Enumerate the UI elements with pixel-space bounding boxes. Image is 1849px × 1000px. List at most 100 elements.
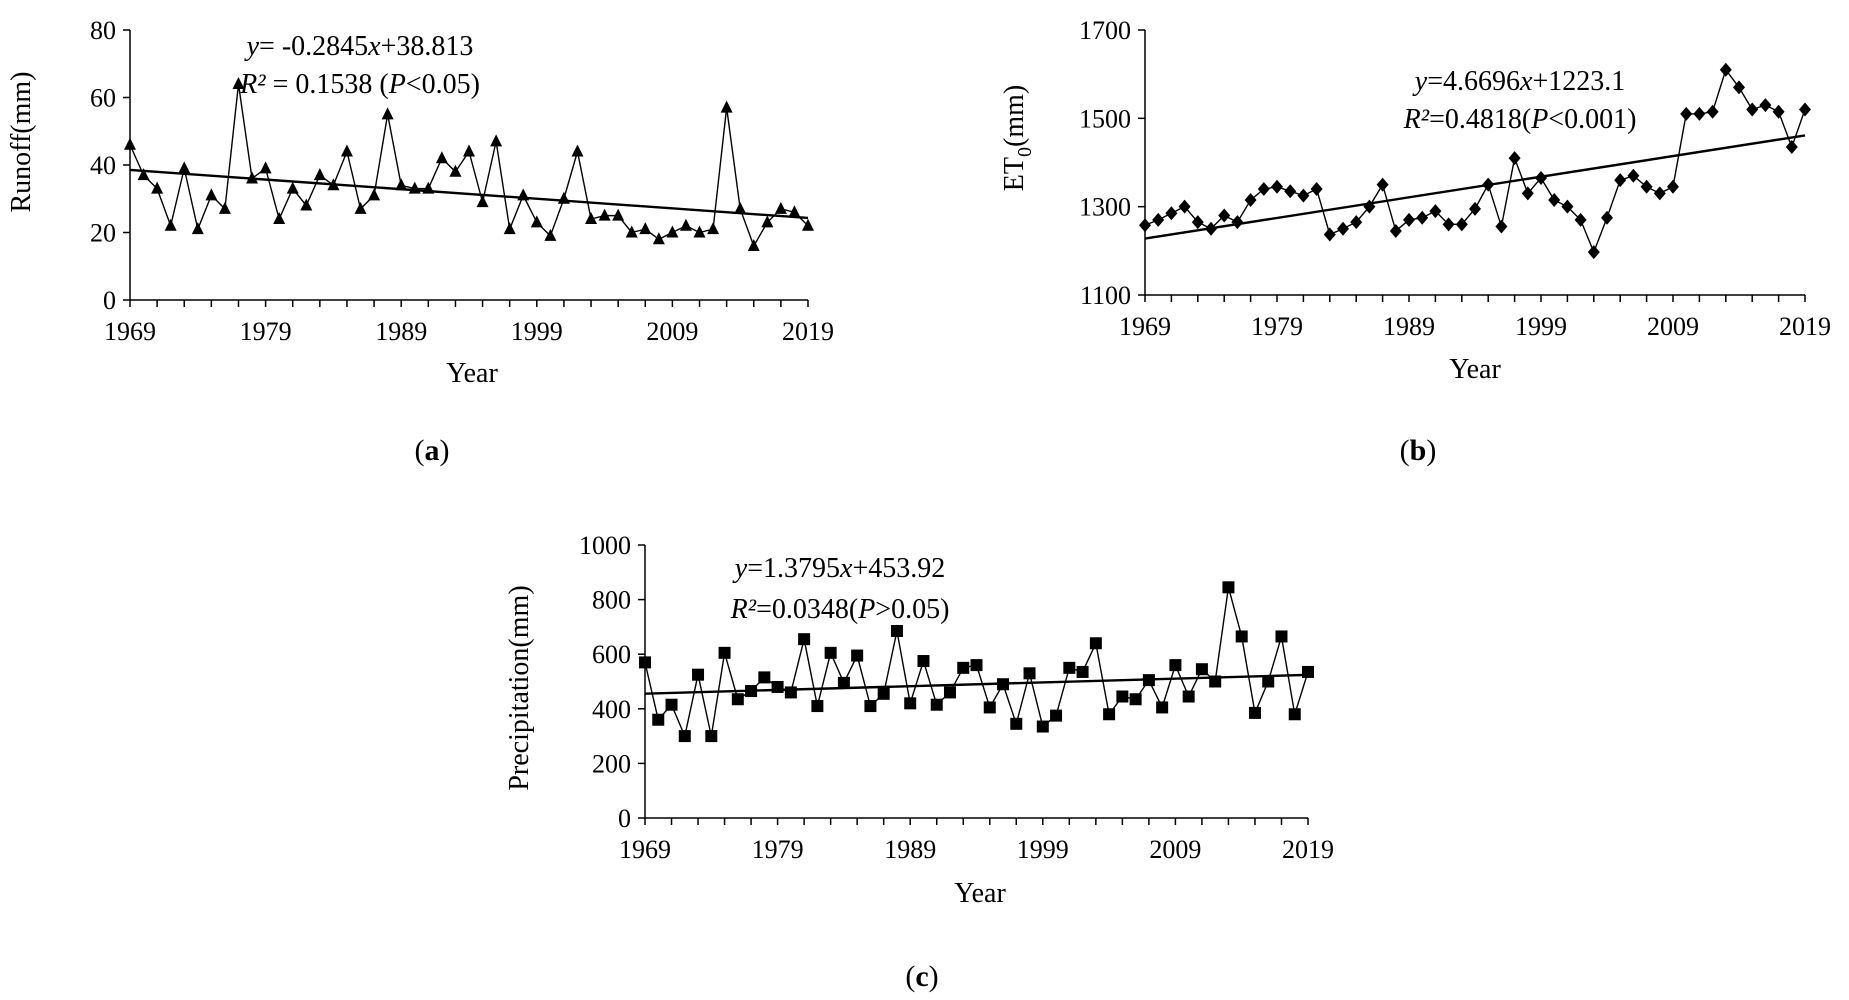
panel-b-data-point <box>1310 182 1323 196</box>
panel-b-data-point <box>1178 199 1191 214</box>
panel-a-data-point <box>747 239 760 251</box>
panel-c-ylabel: Precipitation(mm) <box>504 585 535 790</box>
panel-a-data-point <box>788 205 801 218</box>
panel-c-data-point <box>718 646 731 659</box>
panel-a-data-point <box>761 215 774 228</box>
panel-a-y-tick-label: 80 <box>90 16 116 45</box>
panel-a-y-tick-label: 40 <box>90 151 116 180</box>
panel-b-data-point <box>1416 210 1429 225</box>
panel-b-data-point <box>1139 218 1151 233</box>
panel-b-data-point <box>1574 212 1587 227</box>
panel-c-y-tick-label: 400 <box>592 695 631 724</box>
panel-b-data-point <box>1785 140 1798 155</box>
panel-b-plot: 1100 1300 1500 1700 1969 1979 1989 1999 2009 2019 <box>1079 16 1831 341</box>
panel-b-data-point <box>1469 201 1481 216</box>
panel-b-data-point <box>1297 188 1310 203</box>
panel-c-caption: (c) <box>905 960 938 993</box>
panel-b-data-point <box>1587 245 1600 260</box>
panel-b: ET0(mm) Year y=4.6696x+1223.1 R²=0.4818(… <box>999 16 1831 467</box>
panel-a-data-point <box>625 225 638 238</box>
panel-c-data-point <box>970 659 983 672</box>
panel-c-data-point <box>1169 659 1182 672</box>
panel-a-data-point <box>124 137 136 150</box>
panel-c-data-point <box>890 624 903 637</box>
panel-a-data-point <box>476 195 489 208</box>
panel-a-data-point <box>368 188 381 201</box>
panel-a-data-point <box>720 100 733 113</box>
panel-b-data-point <box>1706 104 1719 119</box>
panel-b-trend-line <box>1144 134 1806 240</box>
panel-b-data-point <box>1746 102 1759 117</box>
panel-a-data-point <box>178 161 191 174</box>
panel-b-x-tick-label: 2009 <box>1647 312 1699 341</box>
panel-b-data-point <box>1218 208 1231 223</box>
panel-c-data-point <box>1262 675 1275 688</box>
panel-a-x-tick-label: 1989 <box>375 317 427 346</box>
panel-a-x-tick-label: 2009 <box>646 317 698 346</box>
panel-c-data-point <box>1156 701 1169 714</box>
panel-a-y-tick-label: 60 <box>90 84 116 113</box>
panel-c-data-point <box>758 671 771 684</box>
panel-c-r2: R²=0.0348(P>0.05) <box>730 594 950 625</box>
panel-a-data-point <box>137 168 150 181</box>
panel-c-data-point <box>877 687 890 700</box>
panel-b-data-point <box>1350 215 1363 230</box>
panel-b-data-point <box>1376 177 1389 192</box>
panel-a-xlabel: Year <box>446 358 498 389</box>
panel-b-y-tick-label: 1500 <box>1079 104 1131 133</box>
panel-a-data-point <box>639 222 652 235</box>
panel-b-data-point <box>1403 212 1415 227</box>
panel-c-y-tick-label: 800 <box>592 586 631 615</box>
panel-b-x-tick-label: 1999 <box>1515 312 1567 341</box>
panel-c-data-point <box>1010 717 1023 730</box>
panel-b-data-point <box>1535 170 1547 185</box>
panel-b-data-point <box>1257 182 1270 196</box>
panel-a-data-point <box>530 215 543 228</box>
panel-b-data-point <box>1429 204 1442 219</box>
panel-a-data-point <box>666 225 679 238</box>
panel-c-data-point <box>784 686 797 699</box>
panel-c-x-tick-label: 1969 <box>619 835 671 864</box>
panel-b-data-point <box>1719 62 1732 77</box>
panel-b-data-point <box>1495 219 1508 234</box>
panel-a-data-point <box>503 222 516 235</box>
panel-b-x-tick-label: 1989 <box>1383 312 1435 341</box>
panel-c-plot: 0 200 400 600 800 1000 1969 1979 1989 1999 2009 201… <box>579 531 1334 864</box>
panel-a-x-tick-label: 1979 <box>240 317 292 346</box>
panel-a-equation: y= -0.2845x+38.813 <box>244 31 474 62</box>
panel-b-y-tick-label: 1700 <box>1079 16 1131 45</box>
panel-a-data-point <box>707 222 720 235</box>
panel-a-r2: R² = 0.1538 (P<0.05) <box>239 69 480 100</box>
panel-a-data-point <box>612 208 625 221</box>
panel-c-data-point <box>665 698 678 711</box>
panel-c-data-point <box>652 713 665 726</box>
panel-a-data-point <box>381 107 394 120</box>
panel-c-data-point <box>943 686 956 699</box>
panel-b-data-point <box>1548 193 1561 208</box>
panel-a-data-point <box>313 168 326 181</box>
panel-c-data-point <box>904 697 917 710</box>
panel-a-x-tick-label: 1969 <box>104 317 156 346</box>
panel-b-data-point <box>1521 186 1534 201</box>
panel-c-data-point <box>864 700 877 713</box>
panel-b-data-point <box>1627 168 1640 183</box>
panel-a-data-point <box>544 228 557 241</box>
panel-a-data-point <box>191 222 204 235</box>
panel-c-data-point <box>1050 709 1063 722</box>
panel-b-xlabel: Year <box>1449 354 1501 385</box>
panel-c-xlabel: Year <box>954 878 1006 909</box>
panel-c-x-tick-label: 1989 <box>884 835 936 864</box>
panel-b-ylabel: ET0(mm) <box>999 85 1036 191</box>
panel-c-data-point <box>1089 637 1102 650</box>
panel-b-y-tick-label: 1100 <box>1080 281 1131 310</box>
panel-a-data-point <box>300 198 313 211</box>
panel-b-data-point <box>1442 217 1455 232</box>
panel-c-data-point <box>837 676 850 689</box>
panel-a: Runoff(mm) Year y= -0.2845x+38.813 R² = … <box>6 16 834 467</box>
panel-c-data-point <box>678 730 691 743</box>
panel-c-data-point <box>1195 663 1208 676</box>
panel-c-data-point <box>639 656 651 669</box>
panel-a-x-tick-label: 2019 <box>782 317 834 346</box>
panel-c-data-point <box>1063 661 1076 674</box>
panel-b-data-point <box>1693 106 1706 121</box>
